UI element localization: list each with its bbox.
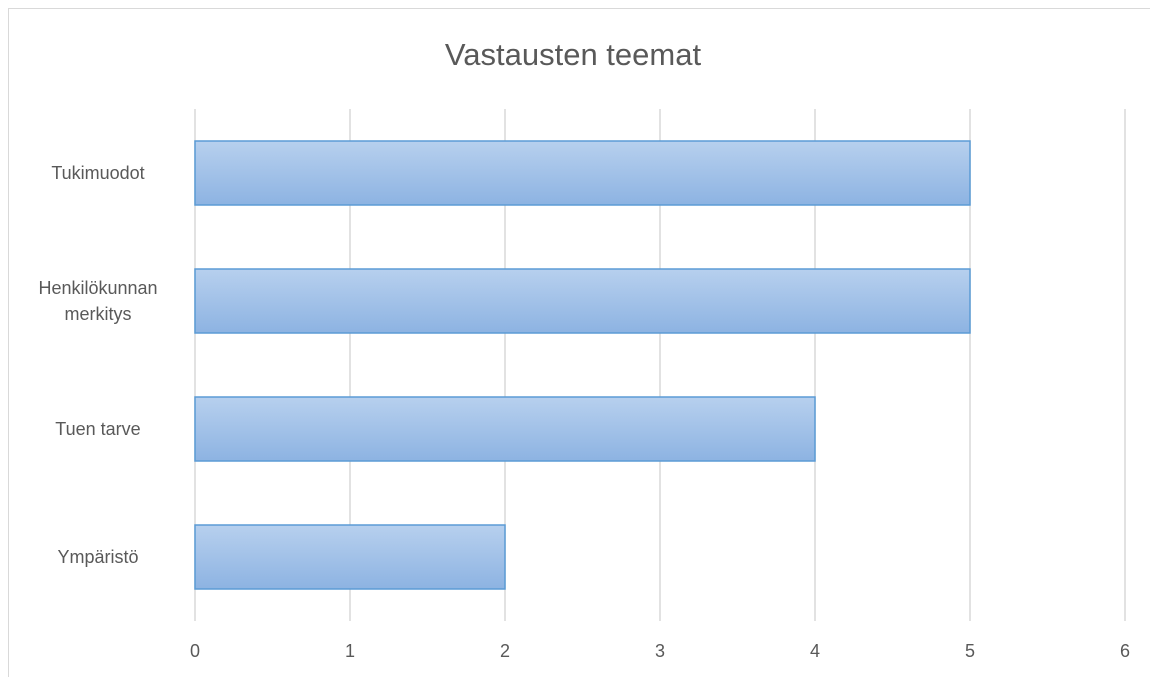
y-tick-label: Henkilökunnan merkitys	[38, 278, 158, 324]
x-tick-label: 0	[190, 641, 200, 661]
x-tick-label: 3	[655, 641, 665, 661]
y-tick-label: Tuen tarve	[55, 419, 141, 439]
bar	[194, 524, 506, 590]
y-tick-label: Tukimuodot	[51, 163, 145, 183]
x-tick-label: 1	[345, 641, 355, 661]
bar	[194, 396, 816, 462]
x-tick-label: 5	[965, 641, 975, 661]
chart-title: Vastausten teemat	[445, 37, 702, 72]
chart-border	[8, 8, 1150, 677]
x-tick-label: 6	[1120, 641, 1130, 661]
bar	[194, 268, 971, 334]
x-tick-label: 4	[810, 641, 820, 661]
x-tick-label: 2	[500, 641, 510, 661]
y-tick-label: Ympäristö	[57, 547, 139, 567]
bar	[194, 140, 971, 206]
